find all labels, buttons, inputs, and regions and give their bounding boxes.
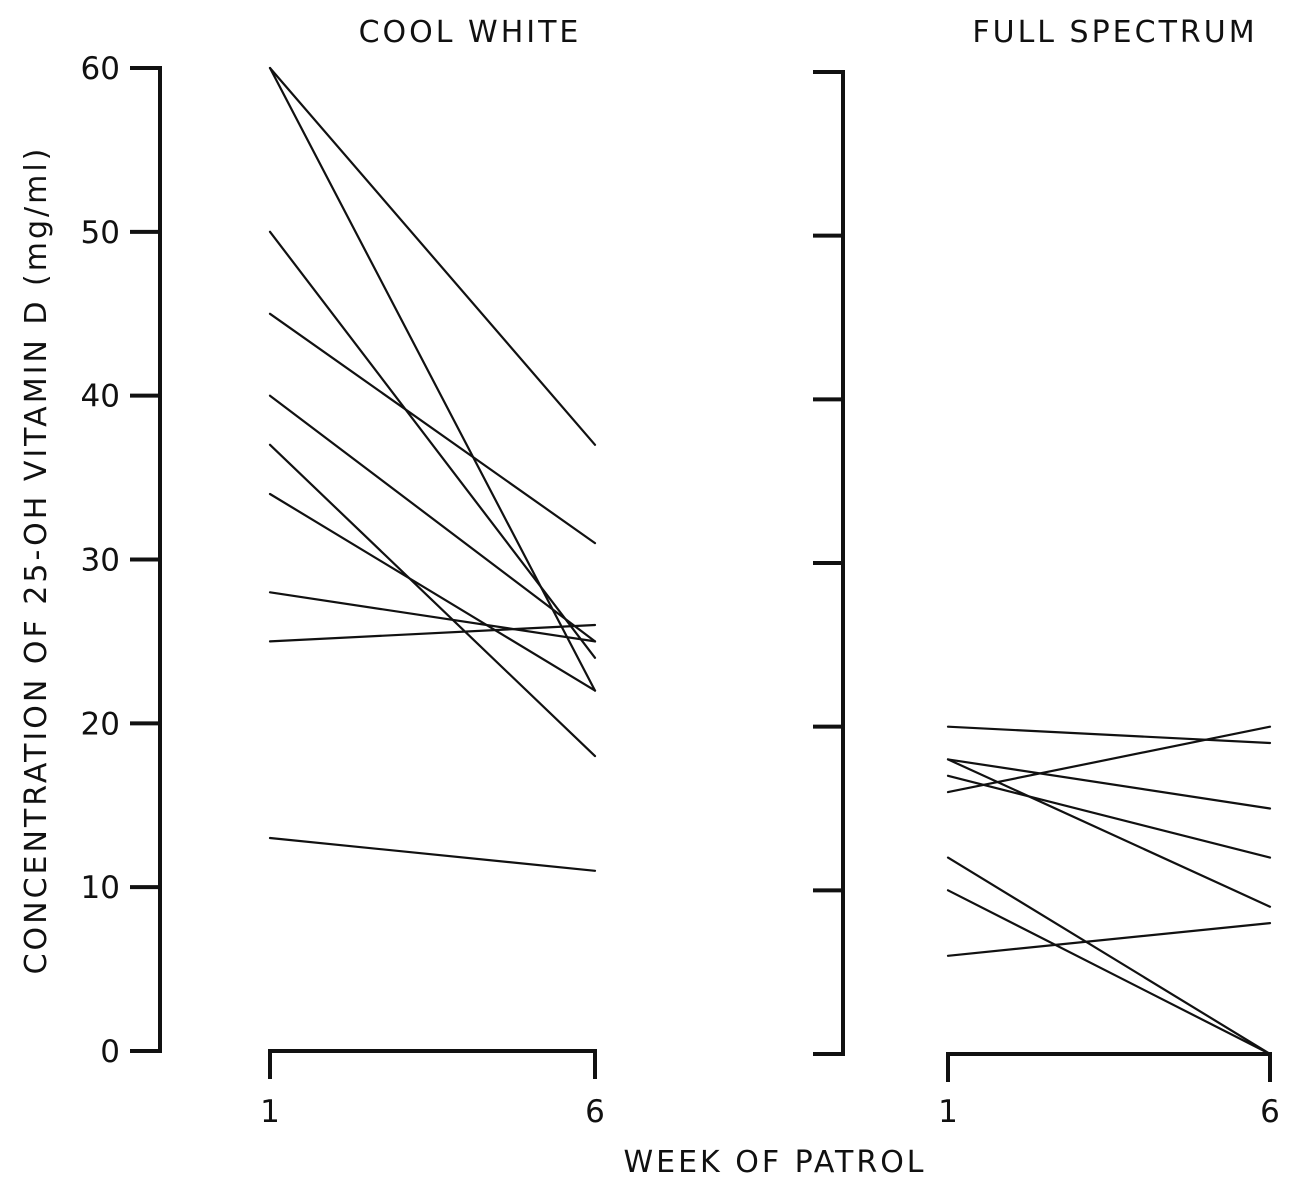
panel-title: COOL WHITE [359, 15, 582, 50]
series-line [946, 856, 1272, 1056]
y-axis-title: CONCENTRATION OF 25-OH VITAMIN D (mg/ml) [19, 146, 54, 975]
y-tick-label: 30 [81, 543, 120, 579]
series-line [268, 836, 597, 872]
x-axis-title: WEEK OF PATROL [623, 1145, 926, 1180]
series-line [946, 921, 1272, 957]
series-line [946, 758, 1272, 908]
panels-group: COOL WHITE 0 10 20 30 40 50 60 1 6 FULL SPECTRUM 1 6 [81, 15, 1280, 1130]
y-tick-label: 0 [100, 1034, 120, 1070]
series-line [946, 774, 1272, 859]
y-tick-label: 10 [81, 870, 120, 906]
x-tick-label: 1 [260, 1094, 280, 1130]
series-line [268, 394, 597, 643]
y-tick-label: 50 [81, 215, 120, 251]
y-tick-label: 40 [81, 379, 120, 415]
panel-title: FULL SPECTRUM [972, 15, 1257, 50]
y-tick-label: 20 [81, 706, 120, 742]
panel-2: FULL SPECTRUM 1 6 [813, 15, 1280, 1130]
series-line [268, 230, 597, 659]
series-line [946, 758, 1272, 810]
series-line [268, 623, 597, 643]
series-line [268, 66, 597, 446]
series-line [946, 725, 1272, 745]
series-line [946, 889, 1272, 1056]
x-tick-label: 1 [938, 1094, 958, 1130]
series-line [268, 591, 597, 643]
series-line [946, 725, 1272, 794]
panel-1: COOL WHITE 0 10 20 30 40 50 60 1 6 [81, 15, 605, 1130]
x-tick-label: 6 [1260, 1094, 1280, 1130]
series-line [268, 492, 597, 692]
y-tick-label: 60 [81, 51, 120, 87]
series-line [268, 312, 597, 545]
series-line [268, 66, 597, 692]
x-tick-label: 6 [585, 1094, 605, 1130]
series-line [268, 443, 597, 758]
